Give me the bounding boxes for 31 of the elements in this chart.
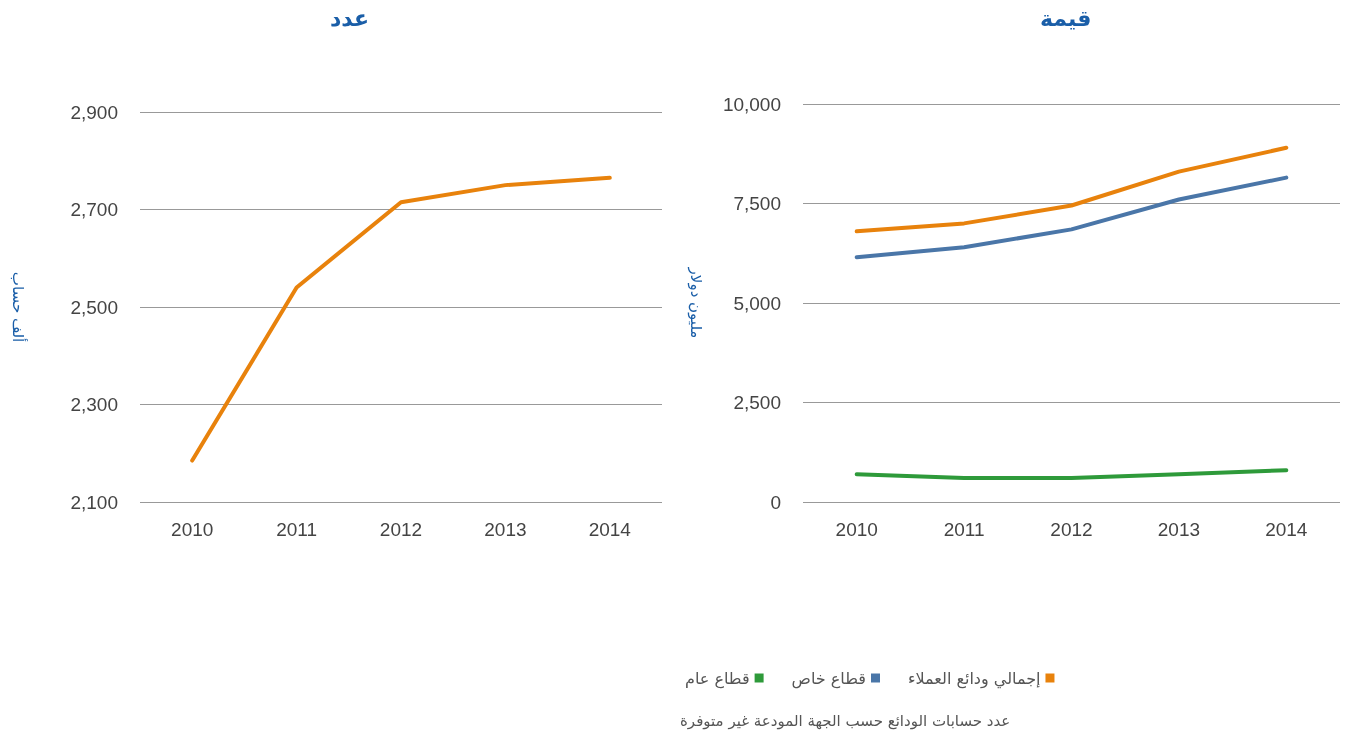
x-tick-label: 2011: [943, 519, 985, 540]
y-tick-label: 2,100: [70, 491, 118, 513]
y-tick-label: 10,000: [722, 93, 781, 115]
y-tick-label: 2,500: [733, 392, 781, 413]
y-tick-label: 5,000: [733, 292, 781, 314]
y-tick-label: 2,900: [70, 101, 118, 123]
chart-title: قيمة: [1040, 5, 1092, 31]
x-tick-label: 2011: [276, 519, 318, 540]
y-axis-title: مليون دولار: [686, 266, 705, 339]
x-tick-label: 2014: [588, 519, 632, 540]
x-tick-label: 2013: [1157, 519, 1201, 540]
legend-label: إجمالي ودائع العملاء: [908, 668, 1041, 689]
x-tick-label: 2012: [1050, 519, 1093, 540]
y-tick-label: 0: [770, 491, 781, 513]
line-series: [854, 145, 1289, 234]
x-tick-label: 2010: [171, 519, 214, 540]
y-tick-label: 7,500: [733, 193, 781, 214]
chart-title: عدد: [330, 5, 370, 31]
text: عدد حسابات الودائع حسب الجهة المودعة غير متوفرة: [680, 711, 1011, 730]
y-tick-label: 2,500: [70, 296, 118, 318]
line-series: [854, 175, 1289, 260]
x-tick-label: 2010: [835, 519, 878, 540]
legend-label: قطاع خاص: [791, 668, 866, 689]
line-series: [190, 175, 612, 463]
y-axis-title: ألف حساب: [8, 271, 28, 343]
x-tick-label: 2014: [1265, 519, 1308, 540]
x-tick-label: 2012: [379, 519, 423, 540]
legend-label: قطاع عام: [685, 668, 750, 689]
y-tick-label: 2,300: [70, 394, 118, 415]
x-tick-label: 2013: [484, 519, 527, 540]
y-tick-label: 2,700: [70, 199, 118, 220]
